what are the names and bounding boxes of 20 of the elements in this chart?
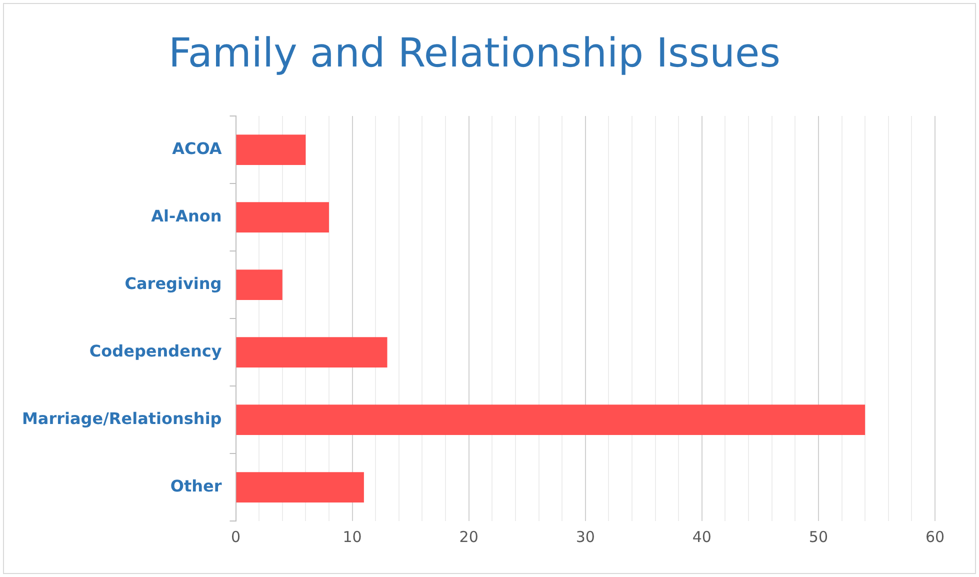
chart-title: Family and Relationship Issues bbox=[168, 30, 780, 76]
y-tick-label: Marriage/Relationship bbox=[22, 408, 222, 428]
x-tick-label: 0 bbox=[230, 528, 241, 546]
y-tick-label: Caregiving bbox=[124, 274, 222, 293]
x-tick-label: 30 bbox=[576, 528, 595, 546]
x-tick-label: 40 bbox=[692, 528, 712, 546]
x-tick-label: 60 bbox=[925, 528, 945, 546]
bar bbox=[236, 202, 329, 232]
x-tick-label: 50 bbox=[808, 528, 828, 546]
bar bbox=[236, 472, 364, 502]
y-tick-label: ACOA bbox=[172, 138, 222, 158]
bar bbox=[236, 270, 282, 300]
y-tick-label: Other bbox=[170, 476, 222, 496]
x-tick-label: 10 bbox=[342, 528, 362, 546]
x-tick-label: 20 bbox=[459, 528, 478, 546]
bar bbox=[236, 134, 306, 165]
y-tick-label: Codependency bbox=[89, 341, 222, 360]
bar bbox=[236, 337, 388, 368]
y-tick-label: Al-Anon bbox=[151, 206, 222, 226]
bar bbox=[236, 404, 866, 435]
